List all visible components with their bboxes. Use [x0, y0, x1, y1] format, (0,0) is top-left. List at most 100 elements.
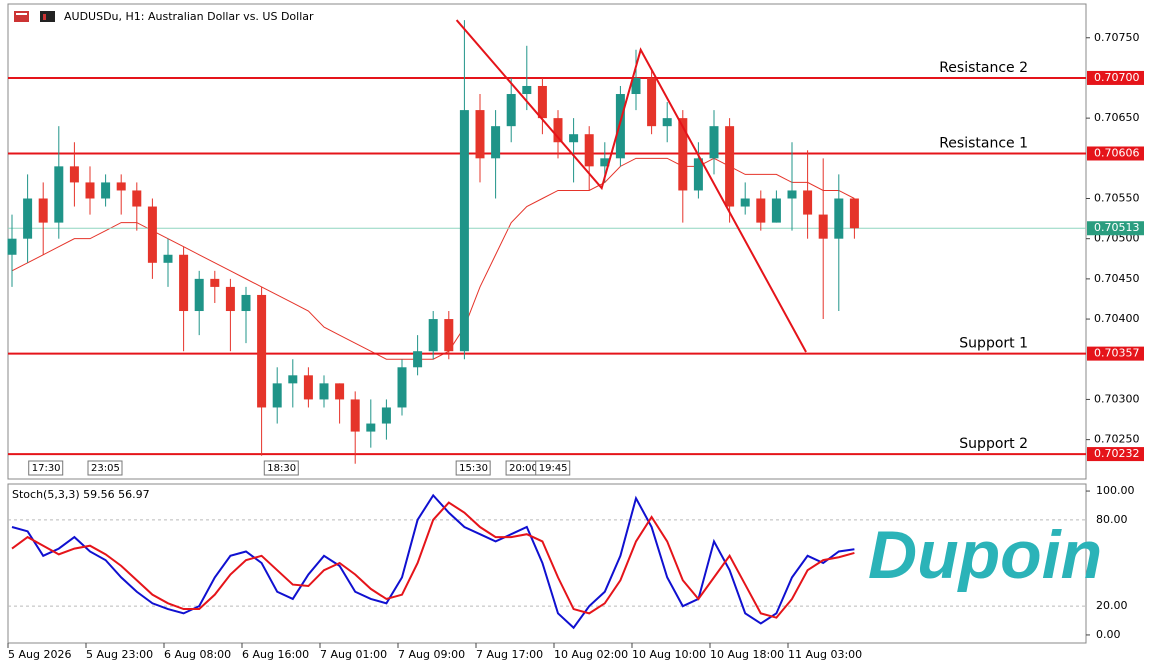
- time-marker-label: 20:00: [509, 463, 538, 474]
- price-tag: [1087, 146, 1144, 161]
- candle-body: [662, 118, 672, 127]
- x-tick-label: 7 Aug 01:00: [320, 648, 387, 661]
- candle-body: [678, 118, 688, 191]
- trend-line: [455, 19, 807, 353]
- candle-body: [740, 198, 750, 207]
- candle-body: [553, 118, 563, 143]
- candle-body: [803, 190, 813, 215]
- candle-body: [85, 182, 95, 199]
- candle-body: [225, 286, 235, 312]
- candle-body: [257, 294, 267, 408]
- icon: [14, 11, 29, 22]
- candle-body: [522, 85, 532, 95]
- price-tag: [1087, 221, 1144, 236]
- time-marker-box: [87, 460, 123, 476]
- x-tick-label: 10 Aug 18:00: [710, 648, 784, 661]
- candle-body: [288, 375, 298, 384]
- candle-body: [491, 126, 501, 159]
- time-marker-label: 17:30: [32, 463, 61, 474]
- x-tick-label: 5 Aug 2026: [8, 648, 71, 661]
- y-tick-label: 80.00: [1096, 513, 1128, 526]
- level-name: Resistance 1: [939, 135, 1028, 151]
- level-name: Support 1: [959, 336, 1028, 352]
- price-tag: [1087, 346, 1144, 361]
- candle-body: [631, 77, 641, 95]
- candle-body: [54, 166, 64, 223]
- time-marker-label: 15:30: [459, 463, 488, 474]
- candle-body: [132, 190, 142, 207]
- y-tick-label: 0.70300: [1094, 392, 1140, 405]
- time-marker-label: 23:05: [91, 463, 120, 474]
- stoch-line: [11, 501, 855, 619]
- candle-body: [771, 198, 781, 223]
- y-tick-label: 0.70250: [1094, 433, 1140, 446]
- candle-body: [23, 198, 33, 239]
- candle-body: [38, 198, 48, 223]
- x-tick-label: 5 Aug 23:00: [86, 648, 153, 661]
- candle-body: [615, 94, 625, 159]
- candle-body: [163, 254, 173, 263]
- candle-body: [397, 367, 407, 408]
- y-tick-label: 0.00: [1096, 628, 1121, 641]
- candle-body: [241, 294, 251, 312]
- candle-body: [693, 158, 703, 191]
- candle-body: [116, 182, 126, 191]
- y-tick-label: 0.70650: [1094, 111, 1140, 124]
- x-tick-label: 7 Aug 09:00: [398, 648, 465, 661]
- level-name: Resistance 2: [939, 60, 1028, 76]
- candle-body: [319, 383, 329, 400]
- time-marker-box: [28, 460, 64, 476]
- y-tick-label: 0.70400: [1094, 312, 1140, 325]
- chart-title: AUDUSDu, H1: Australian Dollar vs. US Do…: [64, 10, 314, 23]
- candle-body: [272, 383, 282, 408]
- x-tick-label: 11 Aug 03:00: [788, 648, 862, 661]
- candle-body: [194, 278, 204, 312]
- candle-body: [600, 158, 610, 167]
- time-marker-box: [455, 460, 491, 476]
- candle-body: [537, 85, 547, 119]
- x-tick-label: 10 Aug 02:00: [554, 648, 628, 661]
- candle-body: [335, 383, 345, 400]
- candle-body: [147, 206, 157, 263]
- icon: [40, 11, 55, 22]
- candle-body: [725, 126, 735, 207]
- x-tick-label: 7 Aug 17:00: [476, 648, 543, 661]
- candle-body: [381, 407, 391, 424]
- time-marker-box: [535, 460, 571, 476]
- candle-body: [350, 399, 360, 432]
- logo: Dupoin: [868, 517, 1102, 593]
- candle-body: [444, 319, 454, 352]
- candle-body: [475, 110, 485, 159]
- candle-body: [366, 423, 376, 432]
- candle-body: [101, 182, 111, 199]
- stoch-line: [11, 493, 855, 630]
- candle-body: [413, 351, 423, 368]
- candle-body: [834, 198, 844, 239]
- candle-body: [428, 319, 438, 352]
- candle-body: [69, 166, 79, 183]
- x-tick-label: 6 Aug 16:00: [242, 648, 309, 661]
- indicator-title: Stoch(5,3,3) 59.56 56.97: [12, 488, 150, 501]
- price-tag-label: 0.70700: [1094, 71, 1140, 84]
- x-tick-label: 10 Aug 10:00: [632, 648, 706, 661]
- candle-body: [709, 126, 719, 159]
- price-tag-label: 0.70513: [1094, 221, 1140, 234]
- icon: [16, 13, 27, 15]
- candle-body: [647, 77, 657, 127]
- candle-body: [7, 238, 17, 255]
- y-tick-label: 100.00: [1096, 484, 1135, 497]
- price-tag: [1087, 447, 1144, 462]
- candle-body: [303, 375, 313, 400]
- price-tag-label: 0.70232: [1094, 447, 1140, 460]
- candle-body: [849, 198, 859, 229]
- y-tick-label: 20.00: [1096, 599, 1128, 612]
- candle-body: [756, 198, 766, 223]
- y-tick-label: 0.70450: [1094, 272, 1140, 285]
- price-tag: [1087, 70, 1144, 85]
- time-marker-label: 19:45: [539, 463, 568, 474]
- candle-body: [179, 254, 189, 312]
- candle-body: [584, 134, 594, 167]
- stoch-frame: [7, 483, 1087, 644]
